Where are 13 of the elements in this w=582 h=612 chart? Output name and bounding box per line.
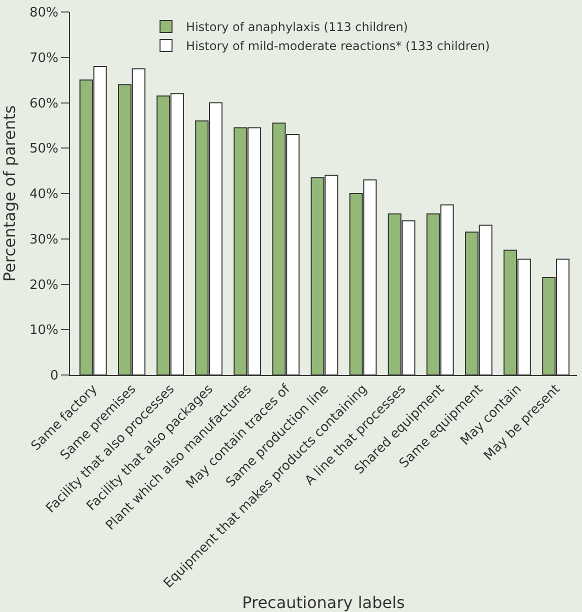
y-tick-label: 10% <box>29 323 58 338</box>
y-tick-label: 40% <box>29 187 58 202</box>
y-tick-label: 80% <box>29 6 58 21</box>
y-tick-label: 20% <box>29 278 58 293</box>
legend-label: History of anaphylaxis (113 children) <box>186 20 408 34</box>
y-tick-label: 50% <box>29 142 58 157</box>
y-axis-title: Percentage of parents <box>0 105 19 282</box>
y-tick-label: 0 <box>50 368 58 384</box>
x-axis-title: Precautionary labels <box>242 593 405 612</box>
y-tick-label: 30% <box>29 232 58 248</box>
legend-label: History of mild-moderate reactions* (133 children) <box>186 39 490 54</box>
y-tick-label: 60% <box>29 96 58 112</box>
y-tick-label: 70% <box>29 50 58 66</box>
